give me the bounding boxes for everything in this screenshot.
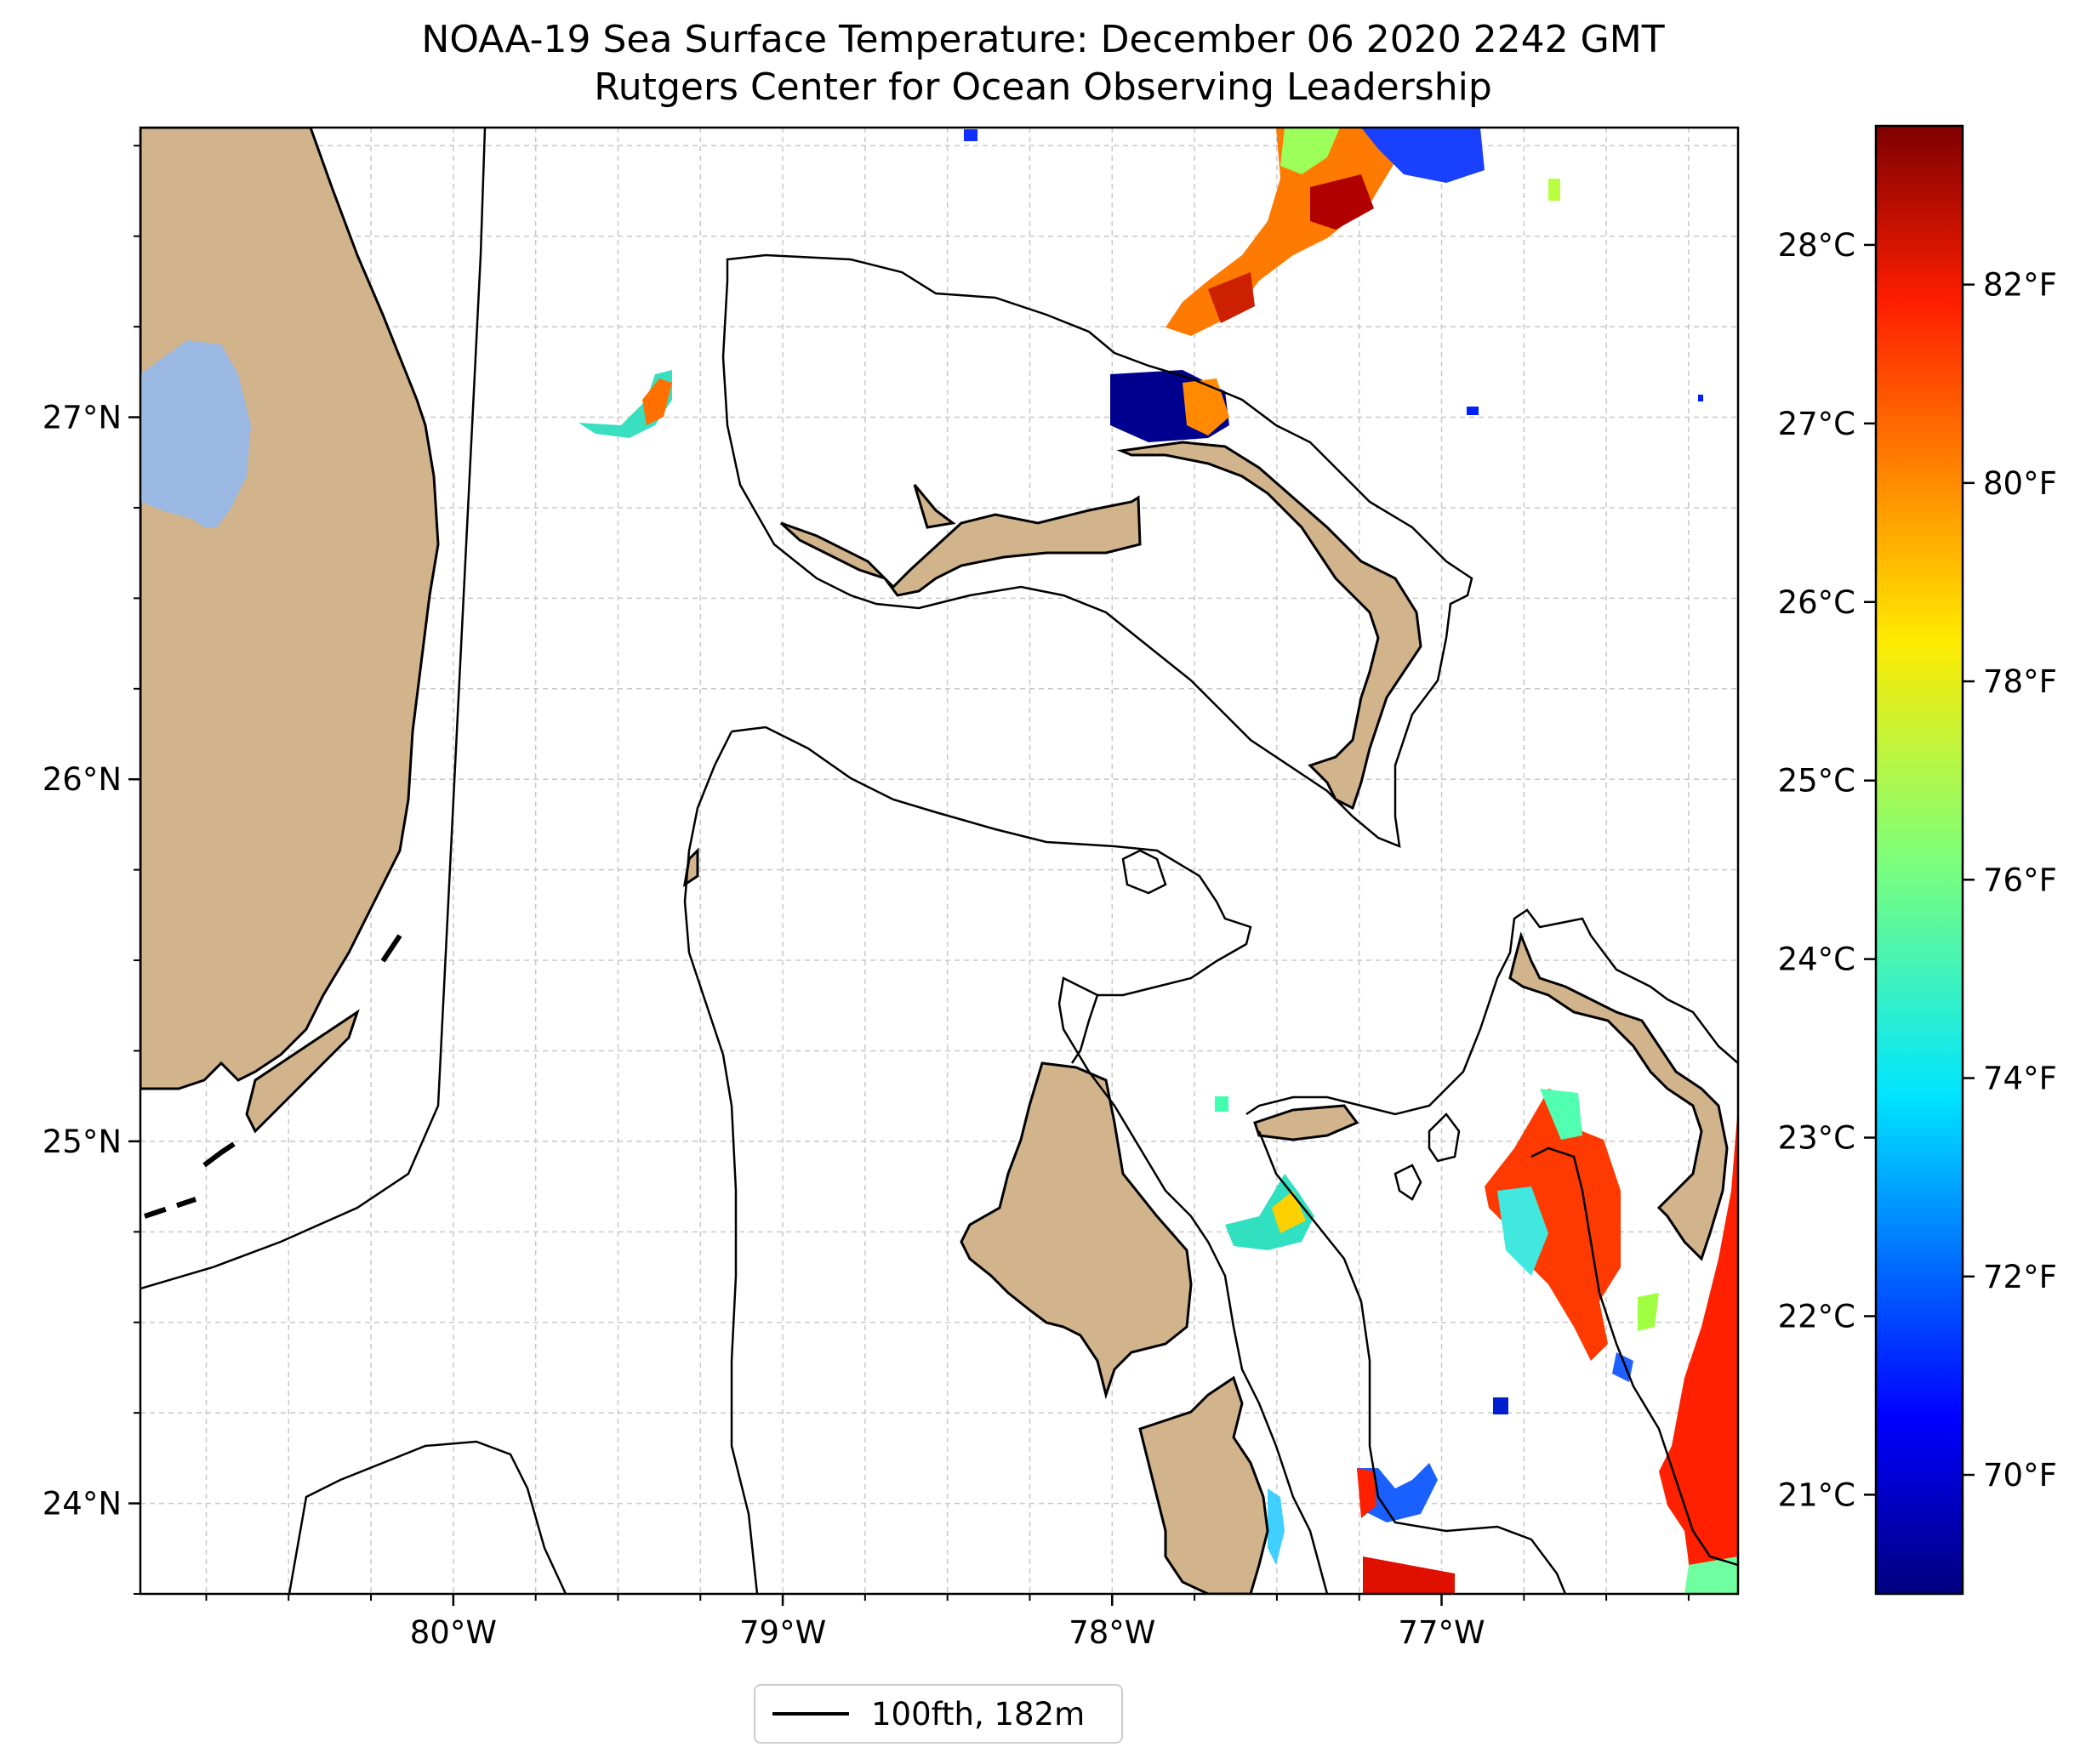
celsius-tick-label: 24°C bbox=[1778, 942, 1855, 978]
legend-label: 100fth, 182m bbox=[871, 1695, 1086, 1733]
lat-tick-label: 26°N bbox=[43, 761, 122, 798]
eleuthera-land bbox=[1508, 931, 1729, 1261]
colorbar bbox=[1874, 124, 1964, 1596]
lat-tick-label: 24°N bbox=[43, 1486, 122, 1522]
fahrenheit-tick-label: 72°F bbox=[1983, 1259, 2057, 1295]
legend-line-swatch bbox=[772, 1712, 849, 1716]
celsius-tick-label: 22°C bbox=[1778, 1298, 1855, 1334]
lon-tick-label: 78°W bbox=[1069, 1614, 1155, 1651]
fahrenheit-tick-label: 70°F bbox=[1983, 1457, 2057, 1494]
celsius-tick-label: 27°C bbox=[1778, 406, 1855, 442]
title-line-1: NOAA-19 Sea Surface Temperature: Decembe… bbox=[421, 18, 1665, 61]
lat-tick-label: 25°N bbox=[43, 1124, 122, 1160]
map-frame bbox=[139, 126, 1740, 1596]
grand-bahama-land bbox=[779, 495, 1142, 597]
celsius-tick-label: 28°C bbox=[1778, 227, 1855, 264]
lake-okeechobee bbox=[140, 340, 251, 527]
abaco-land bbox=[1116, 441, 1422, 811]
celsius-tick-label: 26°C bbox=[1778, 584, 1855, 621]
legend: 100fth, 182m bbox=[754, 1684, 1123, 1744]
fahrenheit-tick-label: 76°F bbox=[1983, 862, 2057, 898]
fahrenheit-tick-label: 78°F bbox=[1983, 663, 2057, 700]
celsius-tick-label: 21°C bbox=[1778, 1477, 1855, 1513]
fahrenheit-tick-label: 74°F bbox=[1983, 1061, 2057, 1097]
lon-tick-label: 77°W bbox=[1398, 1614, 1485, 1651]
celsius-tick-label: 25°C bbox=[1778, 763, 1855, 799]
title-line-2: Rutgers Center for Ocean Observing Leade… bbox=[594, 65, 1492, 109]
fahrenheit-tick-label: 80°F bbox=[1983, 465, 2057, 502]
celsius-tick-label: 23°C bbox=[1778, 1120, 1855, 1157]
andros-land bbox=[960, 1061, 1193, 1400]
lon-tick-label: 80°W bbox=[410, 1614, 497, 1651]
sst-data-layer bbox=[578, 128, 1738, 1594]
fahrenheit-tick-label: 82°F bbox=[1983, 267, 2057, 304]
lon-tick-label: 79°W bbox=[739, 1614, 826, 1651]
lat-tick-label: 27°N bbox=[43, 400, 122, 436]
map-axes: 80°W 79°W 78°W 77°W 24°N 25°N 26°N 27°N bbox=[43, 145, 1690, 1651]
colorbar-axes: 70°F 72°F 74°F 76°F 78°F 80°F 82°F 21°C 22°C 23°C… bbox=[1778, 227, 2057, 1513]
contour-100fth bbox=[140, 128, 1738, 1594]
